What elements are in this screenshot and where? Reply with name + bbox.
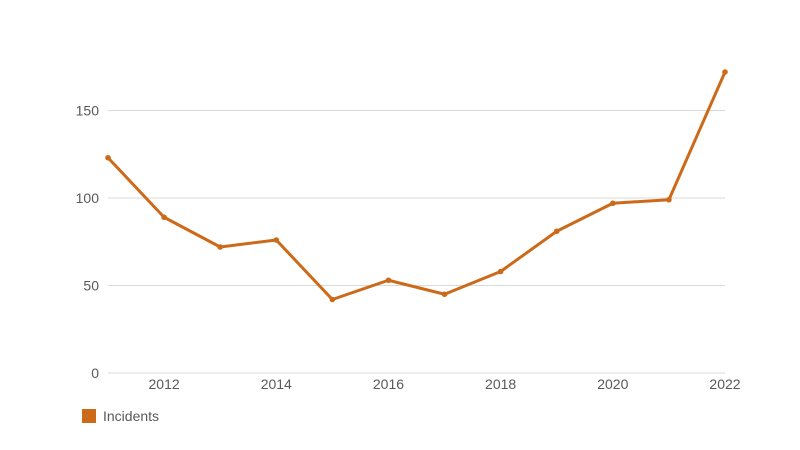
- data-point: [553, 228, 560, 235]
- x-tick-label: 2014: [261, 376, 292, 392]
- y-tick-label: 100: [76, 190, 100, 206]
- x-axis: 2012 2014 2016 2018 2020 2022: [149, 376, 741, 392]
- x-tick-label: 2018: [485, 376, 516, 392]
- series-line-incidents: [106, 70, 727, 301]
- y-tick-label: 0: [91, 365, 99, 381]
- data-point: [610, 200, 616, 207]
- legend-swatch-incidents: [82, 409, 96, 423]
- y-tick-label: 150: [76, 103, 100, 119]
- data-point: [722, 69, 728, 75]
- y-tick-label: 50: [83, 278, 99, 294]
- x-tick-label: 2012: [149, 376, 180, 392]
- x-tick-label: 2020: [597, 376, 628, 392]
- data-point: [329, 296, 336, 303]
- data-point: [161, 214, 167, 221]
- x-tick-label: 2016: [373, 376, 404, 392]
- x-tick-label: 2022: [709, 376, 740, 392]
- grid-lines: [108, 110, 725, 374]
- legend: Incidents: [82, 408, 159, 424]
- data-point: [497, 268, 504, 275]
- data-point: [385, 277, 392, 284]
- data-point: [217, 244, 223, 250]
- y-axis: 0 50 100 150: [76, 103, 100, 382]
- data-point: [441, 291, 448, 298]
- data-point: [666, 196, 672, 203]
- data-point: [105, 154, 111, 161]
- legend-label-incidents: Incidents: [103, 408, 160, 424]
- data-point: [273, 237, 280, 243]
- series-group: [105, 69, 728, 303]
